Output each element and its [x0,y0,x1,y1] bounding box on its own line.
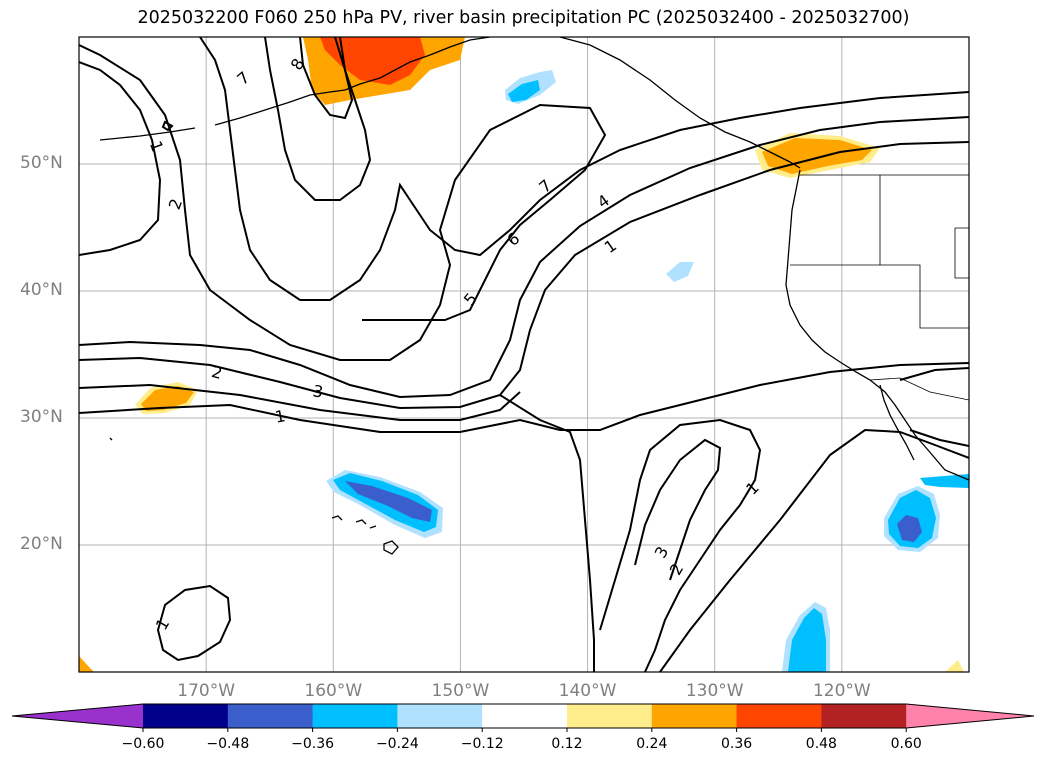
contour-label: 1 [274,406,287,426]
contour-label: 3 [311,381,324,401]
colorbar-tick-label: −0.36 [291,736,335,752]
contour-13-south-trough [659,428,969,672]
map-area: 7 8 1 2 7 4 6 1 5 2 3 1 1 3 2 1 [79,37,969,672]
contour-10-left [79,61,162,256]
political-borders [790,174,969,401]
shade-se-corner-yellow [945,660,964,672]
contour-9-alaska-inner [299,37,354,120]
longitude-label: 170°W [177,681,236,701]
longitude-label: 140°W [558,681,617,701]
contour-16-right-coast [899,367,969,447]
longitude-label: 150°W [431,681,490,701]
us-mexico-border [869,377,969,401]
contour-8-alaska [264,37,372,201]
shade-alaska-redorange [320,37,425,85]
colorbar-segment [736,704,822,728]
shade-hawaii-royalblue [345,481,432,522]
precipitation-shading [79,37,969,672]
contour-4-southern [79,362,969,433]
colorbar-segments [11,703,1035,732]
colorbar [11,703,1035,732]
shade-sw-corner-orange [79,656,94,672]
contour-label: 2 [210,362,225,383]
shade-gulf-alaska-skyblue [508,80,540,102]
contour-1-north-pacific [79,116,969,399]
colorbar-tick-label: −0.48 [206,736,250,752]
latitude-label: 40°N [20,280,63,300]
map-canvas: 7 8 1 2 7 4 6 1 5 2 3 1 1 3 2 1 [78,36,970,673]
alaska-coast [214,37,491,126]
shade-southeast-skyblue [788,608,826,672]
longitude-label: 120°W [812,681,871,701]
colorbar-tick-label: 0.60 [890,736,922,752]
contour-12-mexico-inner [634,438,722,581]
contour-5-ridge [499,394,595,672]
colorbar-tick-label: 0.36 [721,736,753,752]
colorbar-tick-label: 0.48 [805,736,837,752]
colorbar-tick-label: −0.24 [375,736,419,752]
colorbar-segment [821,704,907,728]
colorbar-segment [651,704,738,728]
colorbar-segment [397,704,483,728]
alaska-panhandle [559,37,801,169]
pv-contours [79,37,969,672]
longitude-label: 130°W [685,681,744,701]
colorbar-extend-high [906,704,1034,728]
baja-california [879,384,915,461]
shade-subtropic-orange [141,386,194,411]
contour-3-jet [79,383,521,421]
aleutian-chain [99,127,196,141]
colorbar-tick-label: −0.60 [121,736,165,752]
gridlines [79,37,969,672]
state-border-3 [954,227,969,279]
map-title: 2025032200 F060 250 hPa PV, river basin … [137,8,910,28]
map-frame [78,36,970,673]
coastlines [99,37,969,555]
colorbar-segment [227,704,314,728]
contour-6-trough-west [79,44,607,361]
colorbar-extend-low [12,704,143,728]
colorbar-segment [482,704,568,728]
longitude-label: 160°W [304,681,363,701]
contour-7-trough-inner [199,37,969,301]
contour-11-mexico-high [599,418,762,672]
contour-14-south-loop [156,584,232,662]
state-border-1 [879,175,969,329]
island-dot [109,437,113,441]
colorbar-tick-label: −0.12 [460,736,504,752]
colorbar-segment [312,704,398,728]
colorbar-tick-label: 0.24 [636,736,668,752]
contour-2-jet [79,141,969,410]
shade-pacific-lightblue [666,262,694,282]
hawaii-islands [331,515,399,555]
colorbar-segment [143,704,229,728]
latitude-label: 50°N [20,153,63,173]
contour-15-nw-loop [161,120,174,132]
latitude-label: 20°N [20,534,63,554]
colorbar-segment [567,704,653,728]
latitude-label: 30°N [20,407,63,427]
shade-baja-skyblue [920,474,969,488]
colorbar-tick-label: 0.12 [551,736,583,752]
us-west-coast [785,169,969,481]
shade-mexico-royalblue [897,515,922,542]
